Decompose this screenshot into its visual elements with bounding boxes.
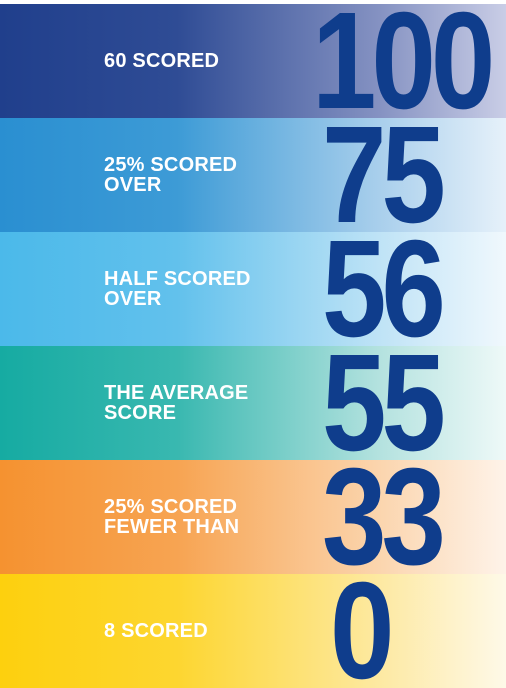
stat-label-line: SCORE	[104, 402, 177, 424]
stat-label: THE AVERAGE SCORE	[104, 383, 248, 423]
stat-label: 25% SCORED FEWER THAN	[104, 497, 239, 537]
stat-band: 25% SCORED FEWER THAN 33	[0, 460, 506, 574]
stat-value: 100	[312, 4, 495, 118]
stat-label-line: 25% SCORED	[104, 154, 238, 176]
stat-label: HALF SCORED OVER	[104, 269, 251, 309]
stat-value: 55	[322, 346, 446, 460]
stat-label-line: HALF SCORED	[104, 268, 251, 290]
stat-band: THE AVERAGE SCORE 55	[0, 346, 506, 460]
stat-label-line: THE AVERAGE	[104, 382, 249, 404]
stat-label-line: FEWER THAN	[104, 516, 240, 538]
stat-label-line: 25% SCORED	[104, 496, 238, 518]
stat-label-line: 60 SCORED	[104, 50, 220, 72]
stat-value: 56	[322, 232, 446, 346]
stat-label-line: 8 SCORED	[104, 620, 208, 642]
stat-label-line: OVER	[104, 174, 162, 196]
stat-band: 8 SCORED 0	[0, 574, 506, 688]
stat-label: 25% SCORED OVER	[104, 155, 237, 195]
stat-band: 60 SCORED 100	[0, 4, 506, 118]
stat-value: 75	[322, 118, 446, 232]
stat-label: 60 SCORED	[104, 51, 219, 71]
stat-band: 25% SCORED OVER 75	[0, 118, 506, 232]
stat-band: HALF SCORED OVER 56	[0, 232, 506, 346]
stat-label-line: OVER	[104, 288, 162, 310]
stat-value: 33	[322, 460, 446, 574]
stat-value: 0	[330, 574, 394, 688]
stat-label: 8 SCORED	[104, 621, 208, 641]
